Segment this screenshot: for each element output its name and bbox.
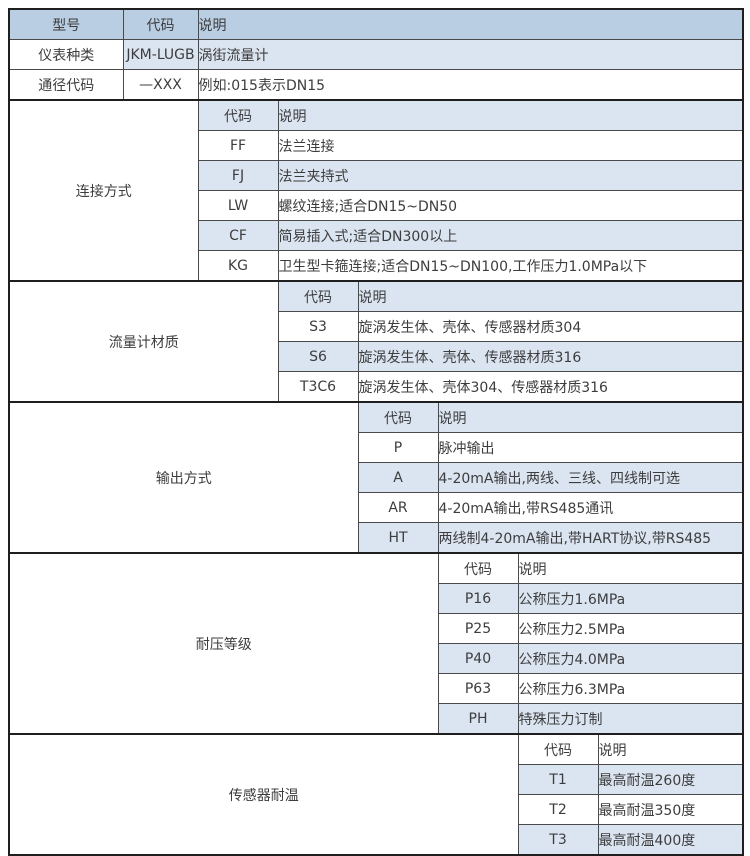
- desc-cell: 4-20mA输出,两线、三线、四线制可选: [437, 462, 744, 493]
- table-row: A 4-20mA输出,两线、三线、四线制可选: [9, 462, 744, 493]
- code-cell: P40: [437, 643, 519, 674]
- table-row: AR 4-20mA输出,带RS485通讯: [9, 492, 744, 523]
- table-row: T3C6 旋涡发生体、壳体304、传感器材质316: [9, 371, 744, 403]
- table-row: HT 两线制4-20mA输出,带HART协议,带RS485: [9, 522, 744, 554]
- sub-header-code: 代码: [517, 733, 599, 765]
- table-row: P63 公称压力6.3MPa: [9, 673, 744, 704]
- model-selection-table: 型号 代码 说明 仪表种类 JKM-LUGB 涡街流量计 通径代码 —XXX 例…: [8, 8, 745, 856]
- sub-header-desc: 说明: [517, 552, 744, 584]
- section-header-row: 耐压等级 代码 说明: [8, 552, 744, 735]
- desc-cell: 法兰夹持式: [277, 160, 744, 191]
- desc-cell: 旋涡发生体、壳体、传感器材质316: [357, 341, 744, 372]
- desc-cell: 例如:015表示DN15: [197, 69, 744, 101]
- section-label-output-mode: 输出方式: [8, 401, 359, 554]
- code-cell: KG: [197, 250, 279, 282]
- code-cell: HT: [357, 522, 439, 554]
- desc-cell: 螺纹连接;适合DN15~DN50: [277, 190, 744, 221]
- section-header-row: 连接方式 代码 说明: [8, 99, 744, 282]
- table-row: P25 公称压力2.5MPa: [9, 613, 744, 644]
- code-cell: JKM-LUGB: [122, 39, 199, 70]
- code-cell: LW: [197, 190, 279, 221]
- sub-header-desc: 说明: [277, 99, 744, 131]
- sub-header-desc: 说明: [357, 280, 744, 312]
- code-cell: P16: [437, 583, 519, 614]
- column-header-code: 代码: [122, 8, 199, 40]
- row-label-diameter-code: 通径代码: [8, 69, 124, 101]
- table-row: T1 最高耐温260度: [9, 764, 744, 795]
- sub-header-desc: 说明: [597, 733, 744, 765]
- code-cell: —XXX: [122, 69, 199, 101]
- code-cell: PH: [437, 703, 519, 735]
- table-row: S6 旋涡发生体、壳体、传感器材质316: [9, 341, 744, 372]
- section-label-connection-type: 连接方式: [8, 99, 199, 282]
- table-header-row: 型号 代码 说明: [8, 8, 744, 40]
- desc-cell: 脉冲输出: [437, 432, 744, 463]
- table-row: FF 法兰连接: [9, 130, 744, 161]
- column-header-desc: 说明: [197, 8, 744, 40]
- code-cell: T2: [517, 794, 599, 825]
- table-row: T2 最高耐温350度: [9, 794, 744, 825]
- code-cell: FJ: [197, 160, 279, 191]
- desc-cell: 卫生型卡箍连接;适合DN15~DN100,工作压力1.0MPa以下: [277, 250, 744, 282]
- desc-cell: 旋涡发生体、壳体304、传感器材质316: [357, 371, 744, 403]
- desc-cell: 公称压力6.3MPa: [517, 673, 744, 704]
- sub-header-code: 代码: [197, 99, 279, 131]
- sub-header-code: 代码: [277, 280, 359, 312]
- section-header-row: 输出方式 代码 说明: [8, 401, 744, 554]
- section-label-meter-material: 流量计材质: [8, 280, 279, 403]
- table-row: FJ 法兰夹持式: [9, 160, 744, 191]
- section-header-row: 流量计材质 代码 说明: [8, 280, 744, 403]
- desc-cell: 最高耐温350度: [597, 794, 744, 825]
- desc-cell: 最高耐温400度: [597, 824, 744, 856]
- table-row: P 脉冲输出: [9, 432, 744, 463]
- section-header-row: 传感器耐温 代码 说明: [8, 733, 744, 856]
- desc-cell: 涡街流量计: [197, 39, 744, 70]
- desc-cell: 特殊压力订制: [517, 703, 744, 735]
- table-row: 仪表种类 JKM-LUGB 涡街流量计: [8, 39, 744, 70]
- desc-cell: 简易插入式;适合DN300以上: [277, 220, 744, 251]
- desc-cell: 最高耐温260度: [597, 764, 744, 795]
- row-label-instrument-type: 仪表种类: [8, 39, 124, 70]
- table-row: T3 最高耐温400度: [9, 824, 744, 856]
- desc-cell: 旋涡发生体、壳体、传感器材质304: [357, 311, 744, 342]
- section-label-pressure-rating: 耐压等级: [8, 552, 439, 735]
- table-row: P16 公称压力1.6MPa: [9, 583, 744, 614]
- desc-cell: 公称压力1.6MPa: [517, 583, 744, 614]
- column-header-model: 型号: [8, 8, 124, 40]
- sub-header-code: 代码: [357, 401, 439, 433]
- code-cell: T3C6: [277, 371, 359, 403]
- code-cell: S6: [277, 341, 359, 372]
- sub-header-desc: 说明: [437, 401, 744, 433]
- table-row: 通径代码 —XXX 例如:015表示DN15: [8, 69, 744, 101]
- desc-cell: 4-20mA输出,带RS485通讯: [437, 492, 744, 523]
- code-cell: AR: [357, 492, 439, 523]
- sub-header-code: 代码: [437, 552, 519, 584]
- table-row: PH 特殊压力订制: [9, 703, 744, 735]
- code-cell: T1: [517, 764, 599, 795]
- table-row: KG 卫生型卡箍连接;适合DN15~DN100,工作压力1.0MPa以下: [9, 250, 744, 282]
- code-cell: P: [357, 432, 439, 463]
- code-cell: FF: [197, 130, 279, 161]
- code-cell: T3: [517, 824, 599, 856]
- desc-cell: 公称压力2.5MPa: [517, 613, 744, 644]
- desc-cell: 两线制4-20mA输出,带HART协议,带RS485: [437, 522, 744, 554]
- code-cell: S3: [277, 311, 359, 342]
- desc-cell: 公称压力4.0MPa: [517, 643, 744, 674]
- desc-cell: 法兰连接: [277, 130, 744, 161]
- table-row: LW 螺纹连接;适合DN15~DN50: [9, 190, 744, 221]
- section-label-sensor-temperature: 传感器耐温: [8, 733, 519, 856]
- table-row: CF 简易插入式;适合DN300以上: [9, 220, 744, 251]
- code-cell: P63: [437, 673, 519, 704]
- code-cell: P25: [437, 613, 519, 644]
- code-cell: CF: [197, 220, 279, 251]
- code-cell: A: [357, 462, 439, 493]
